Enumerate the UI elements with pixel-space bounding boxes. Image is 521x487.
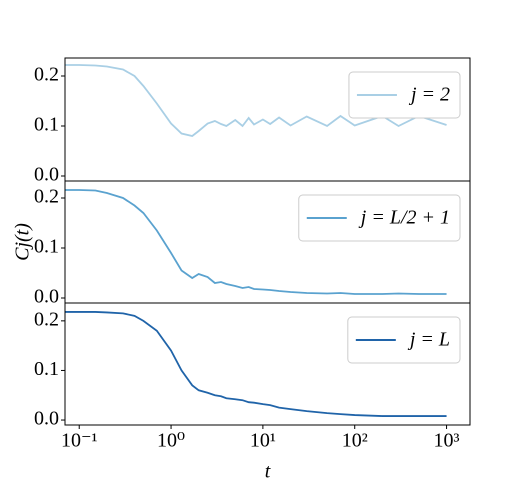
y-tick-label: 0.0	[34, 286, 59, 308]
line	[65, 189, 447, 295]
y-tick-label: 0.2	[34, 186, 59, 208]
x-tick-label: 10¹	[250, 430, 276, 452]
y-tick-label: 0.2	[34, 64, 59, 86]
y-axis-label: Cj(t)	[12, 223, 34, 261]
line	[65, 311, 447, 417]
x-tick-label: 10³	[434, 430, 460, 452]
y-tick-label: 0.1	[34, 114, 59, 136]
y-tick-label: 0.0	[34, 408, 59, 430]
y-tick-label: 0.1	[34, 358, 59, 380]
y-tick-label: 0.1	[34, 236, 59, 258]
x-tick-label: 10²	[342, 430, 368, 452]
legend: j = L	[347, 316, 461, 364]
legend-label: j = L	[407, 329, 450, 351]
x-axis-label: t	[265, 461, 271, 483]
legend-box	[348, 71, 461, 119]
legend-box	[298, 194, 461, 242]
y-tick-label: 0.0	[34, 164, 59, 186]
legend: j = 2	[348, 71, 461, 119]
y-tick-label: 0.2	[34, 308, 59, 330]
axes-frame	[64, 302, 471, 426]
legend-label: j = L/2 + 1	[358, 207, 450, 229]
x-tick-label: 10⁻¹	[61, 430, 98, 452]
legend-label: j = 2	[408, 84, 450, 106]
legend-box	[347, 316, 461, 364]
x-tick-label: 10⁰	[157, 430, 185, 452]
line	[65, 64, 447, 137]
legend: j = L/2 + 1	[298, 194, 461, 242]
